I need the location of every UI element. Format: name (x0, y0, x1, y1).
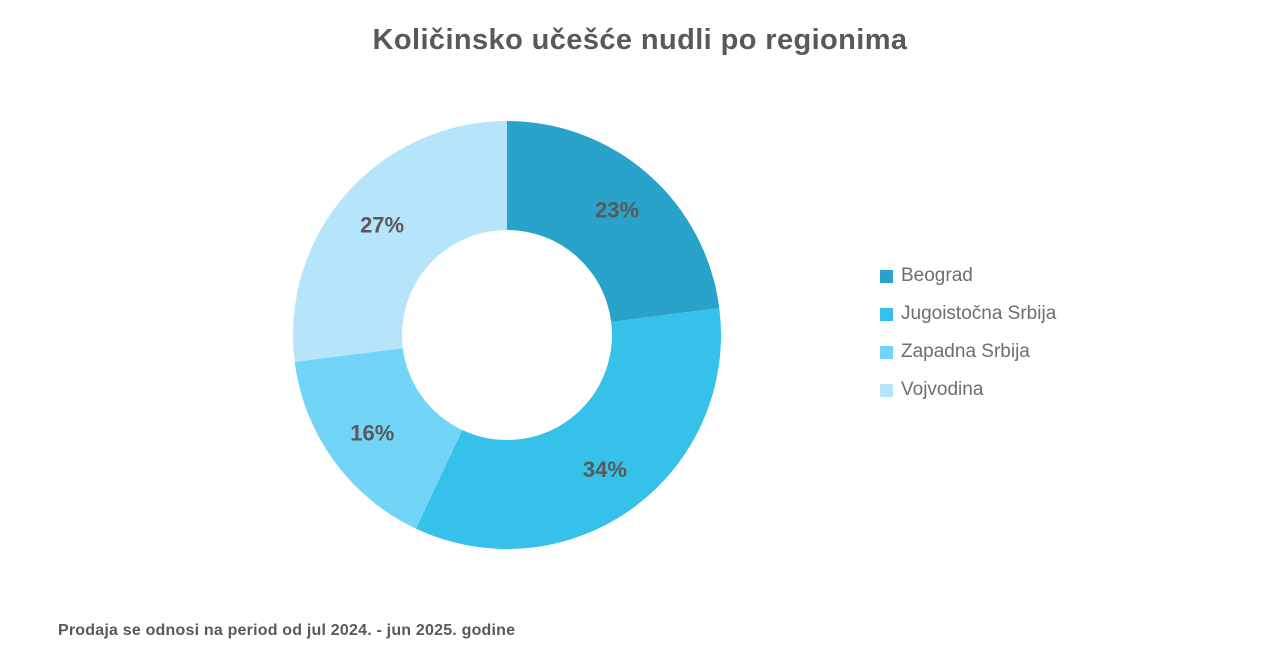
legend-item-zapadna-srbija: Zapadna Srbija (880, 341, 1056, 363)
legend-label: Zapadna Srbija (901, 341, 1030, 362)
legend-swatch-vojvodina (880, 383, 893, 397)
slice-label-vojvodina: 27% (360, 212, 404, 237)
donut-slice-beograd (507, 121, 720, 322)
donut-slice-vojvodina (293, 121, 507, 362)
slice-label-beograd: 23% (595, 198, 639, 223)
chart-legend: Beograd Jugoistočna Srbija Zapadna Srbij… (880, 265, 1056, 401)
legend-item-vojvodina: Vojvodina (880, 379, 1056, 401)
legend-swatch-beograd (880, 269, 893, 283)
legend-item-jugoistocna-srbija: Jugoistočna Srbija (880, 303, 1056, 325)
legend-item-beograd: Beograd (880, 265, 1056, 287)
donut-slice-zapadna-srbija (294, 348, 463, 529)
legend-swatch-zapadna-srbija (880, 345, 893, 359)
legend-swatch-jugoistocna-srbija (880, 307, 893, 321)
legend-label: Jugoistočna Srbija (901, 303, 1057, 324)
slice-label-jugoistocna-srbija: 34% (583, 457, 627, 482)
slice-label-zapadna-srbija: 16% (350, 420, 394, 445)
chart-footnote: Prodaja se odnosi na period od jul 2024.… (58, 622, 516, 639)
legend-label: Vojvodina (901, 379, 984, 400)
legend-label: Beograd (901, 265, 973, 286)
chart-title: Količinsko učešće nudli po regionima (372, 24, 908, 56)
donut-slice-jugoistocna-srbija (415, 308, 721, 549)
